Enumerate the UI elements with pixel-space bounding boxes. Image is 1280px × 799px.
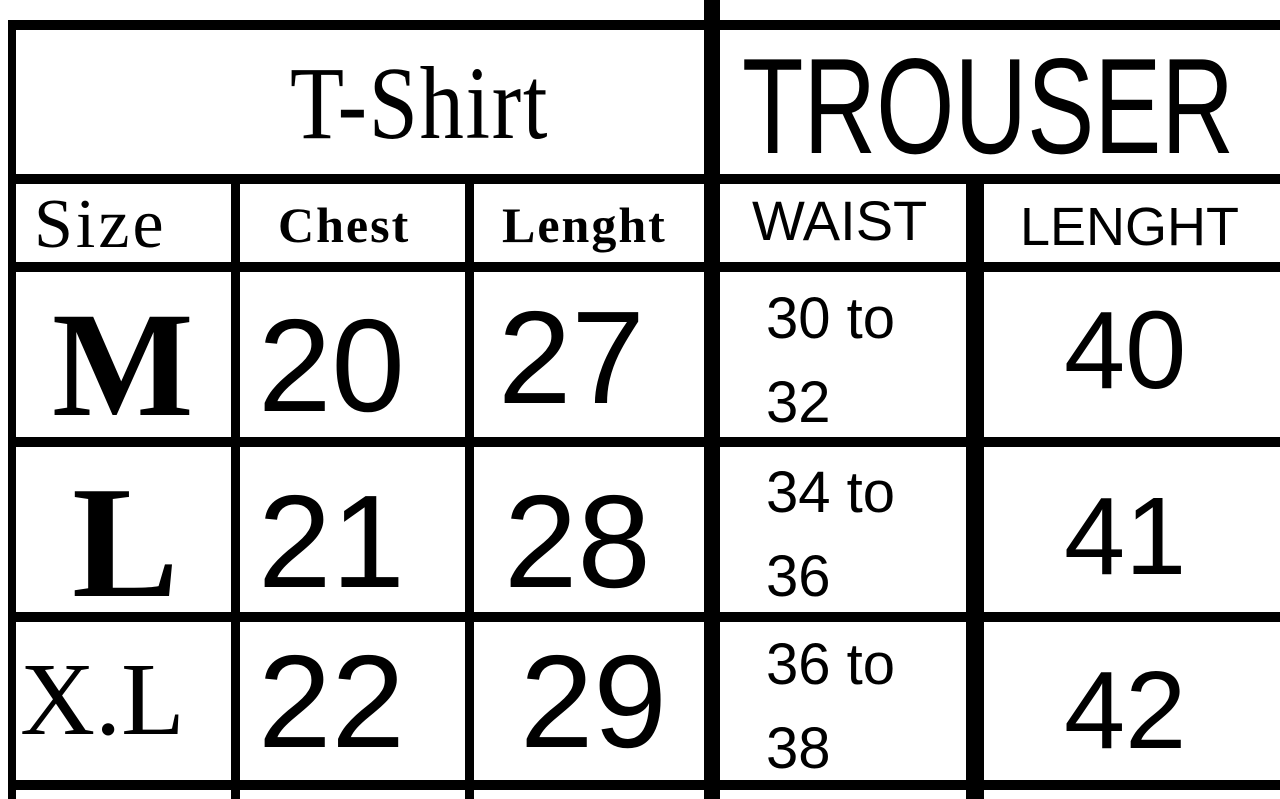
waist-cell-from: 30 to [766,286,895,351]
waist-cell-to: 38 [766,716,831,781]
waist-cell-from: 34 to [766,460,895,525]
header-waist: WAIST [752,189,928,252]
size-cell: L [72,453,179,631]
size-cell: M [52,282,194,448]
chest-cell: 22 [258,628,405,775]
size-cell: X.L [20,642,185,757]
trouser-length-cell: 41 [1064,475,1187,598]
grid-line [8,262,1280,272]
length-cell: 27 [498,284,645,431]
grid-line [8,612,1280,622]
header-chest: Chest [278,197,411,253]
length-cell: 28 [504,468,651,615]
grid-line [231,174,240,799]
chest-cell: 21 [258,468,405,615]
trouser-title: TROUSER [742,30,1235,182]
grid-line [8,20,16,799]
grid-line [465,174,474,799]
grid-line [8,780,1280,790]
header-size: Size [34,186,167,263]
header-length: Lenght [502,197,667,253]
trouser-length-cell: 42 [1064,649,1187,772]
header-trouser-length: LENGHT [1020,197,1240,257]
tshirt-title: T-Shirt [290,46,550,161]
chest-cell: 20 [258,292,405,439]
grid-line [704,0,720,799]
length-cell: 29 [520,628,667,775]
grid-line [8,437,1280,447]
grid-line [8,20,1280,30]
waist-cell-to: 32 [766,370,831,435]
waist-cell-to: 36 [766,544,831,609]
trouser-length-cell: 40 [1064,289,1187,412]
grid-line [966,174,984,799]
waist-cell-from: 36 to [766,632,895,697]
grid-line [8,174,1280,184]
